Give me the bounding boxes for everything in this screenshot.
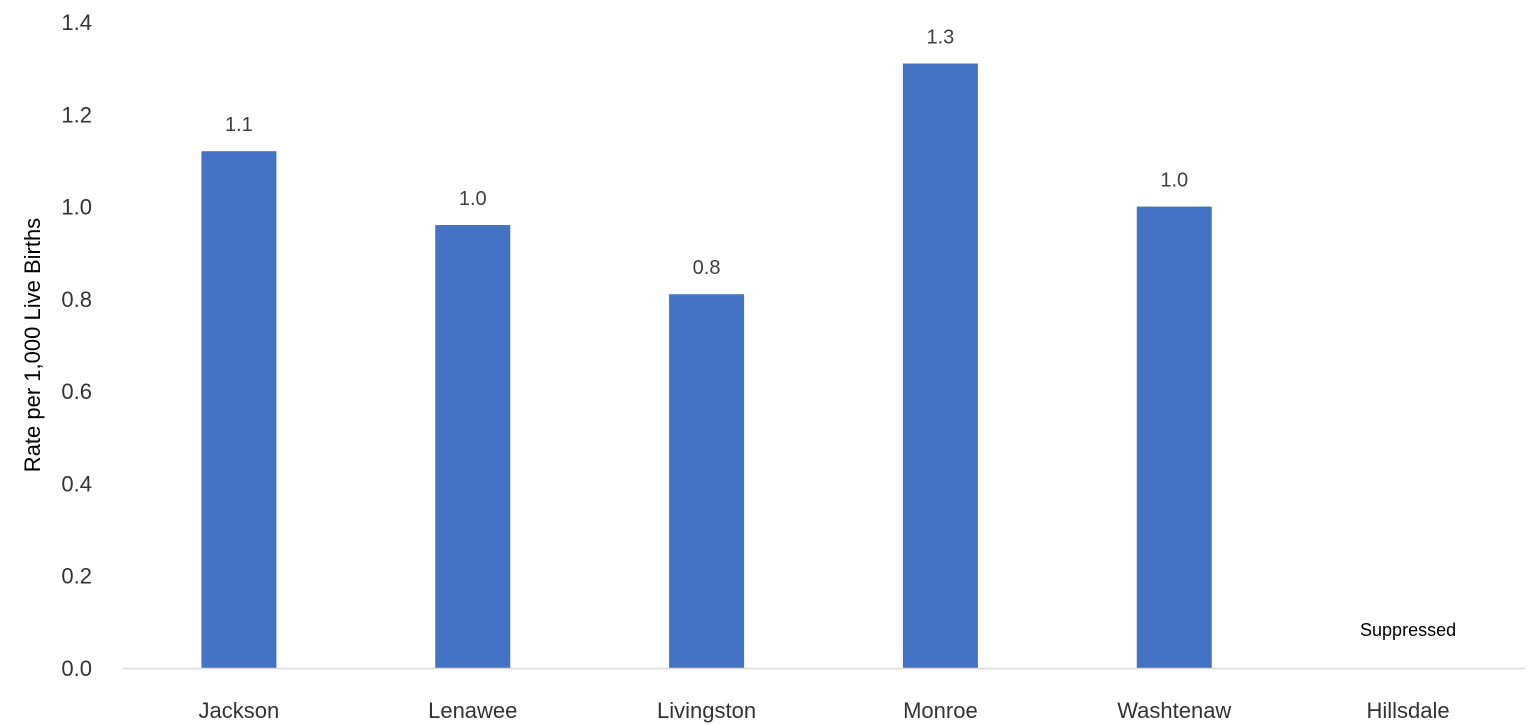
data-label-hillsdale: Suppressed [1360, 620, 1456, 640]
y-axis-title: Rate per 1,000 Live Births [20, 218, 45, 472]
data-label-washtenaw: 1.0 [1160, 170, 1188, 192]
y-tick-label: 0.2 [61, 564, 92, 589]
y-axis-ticks: 0.0 0.2 0.4 0.6 0.8 1.0 1.2 1.4 [61, 10, 92, 681]
data-label-jackson: 1.1 [225, 114, 253, 136]
x-tick-label-washtenaw: Washtenaw [1117, 698, 1231, 723]
data-label-monroe: 1.3 [927, 27, 955, 49]
bar-jackson [201, 151, 277, 668]
y-tick-label: 0.0 [61, 656, 92, 681]
x-axis-labels: Jackson Lenawee Livingston Monroe Washtenaw H… [199, 698, 1450, 723]
bar-lenawee [435, 225, 511, 668]
bars [201, 63, 1212, 669]
x-tick-label-jackson: Jackson [199, 698, 280, 723]
y-tick-label: 0.6 [61, 379, 92, 404]
bar-washtenaw [1136, 206, 1212, 669]
bar-monroe [902, 63, 978, 669]
y-tick-label: 0.8 [61, 287, 92, 312]
x-tick-label-monroe: Monroe [903, 698, 978, 723]
x-tick-label-lenawee: Lenawee [428, 698, 517, 723]
y-tick-label: 1.4 [61, 10, 92, 35]
bar-livingston [669, 294, 745, 668]
x-tick-label-hillsdale: Hillsdale [1367, 698, 1450, 723]
y-tick-label: 1.2 [61, 102, 92, 127]
data-label-livingston: 0.8 [693, 257, 721, 279]
data-labels: 1.1 1.0 0.8 1.3 1.0 Suppressed [225, 27, 1456, 640]
y-tick-label: 0.4 [61, 471, 92, 496]
y-tick-label: 1.0 [61, 195, 92, 220]
x-tick-label-livingston: Livingston [657, 698, 756, 723]
data-label-lenawee: 1.0 [459, 188, 487, 210]
